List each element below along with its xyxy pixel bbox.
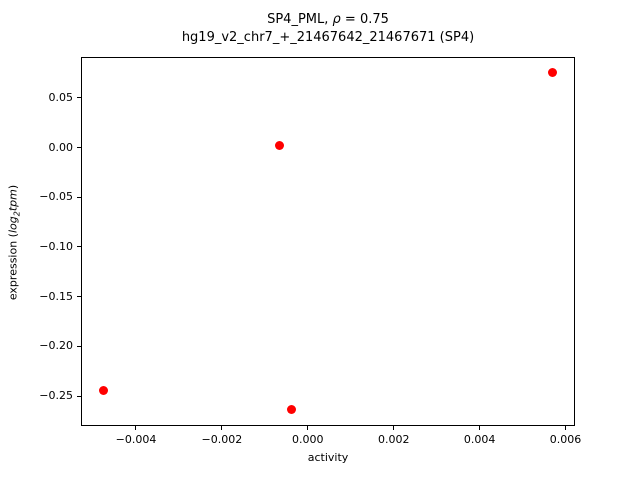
scatter-data-point [274,141,284,151]
chart-title: SP4_PML, ρ = 0.75 hg19_v2_chr7_+_2146764… [81,11,575,47]
y-tick-mark [77,97,81,99]
x-tick-label: 0.004 [463,433,496,446]
y-tick-label: −0.05 [39,190,73,204]
y-tick-label: 0.05 [48,90,74,104]
y-tick-mark [77,246,81,248]
scatter-data-point [548,68,558,78]
y-label-prefix: expression ( [6,233,20,301]
scatter-data-point [99,385,109,395]
x-tick-mark [479,426,481,430]
y-label-tpm: tpm [6,189,20,212]
rho-symbol: ρ [332,12,341,27]
y-tick-mark [77,147,81,148]
x-tick-label: −0.004 [115,433,157,446]
title-rho-value: = 0.75 [340,12,389,27]
y-tick-mark [77,395,81,397]
x-tick-mark [221,426,223,430]
y-tick-mark [77,296,81,298]
y-tick-mark [77,196,81,198]
y-tick-label: −0.20 [39,339,73,353]
chart-title-line1: SP4_PML, ρ = 0.75 [81,11,575,29]
y-tick-label: −0.15 [39,289,73,303]
x-tick-label: 0.000 [292,433,324,446]
y-label-subscript: 2 [12,211,22,217]
y-tick-label: 0.00 [48,140,74,154]
x-tick-mark [393,426,395,430]
plot-area [81,57,575,426]
x-tick-label: 0.002 [377,433,410,446]
x-tick-mark [565,426,567,430]
y-label-suffix: ) [6,184,20,190]
x-tick-label: 0.006 [549,433,582,446]
y-tick-label: −0.25 [39,389,73,403]
x-tick-label: −0.002 [201,433,243,446]
chart-title-line2: hg19_v2_chr7_+_21467642_21467671 (SP4) [181,30,475,45]
y-tick-label: −0.10 [39,239,73,253]
y-axis-label: expression (log2tpm) [7,163,22,323]
y-label-log: log [6,216,20,234]
x-tick-mark [135,426,137,430]
y-tick-mark [77,345,81,347]
title-gene-pair: SP4_PML, [267,12,333,27]
x-tick-mark [307,426,309,430]
x-axis-label: activity [307,451,349,464]
scatter-data-point [286,404,296,414]
